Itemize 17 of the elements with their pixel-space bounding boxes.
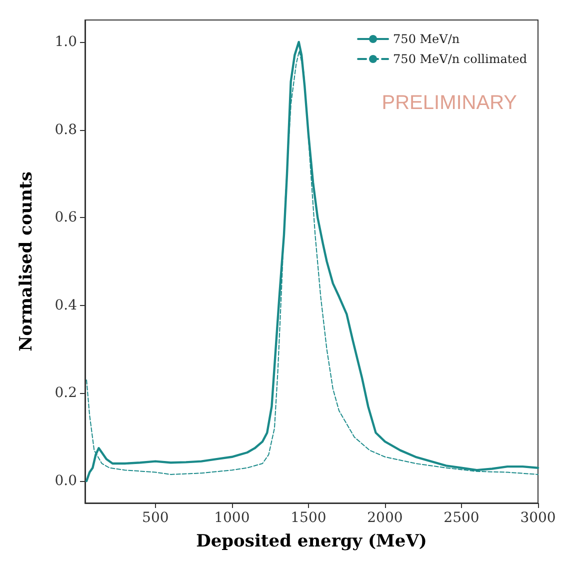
y-tick-label: 0.4 (54, 297, 78, 314)
legend-label: 750 MeV/n (393, 32, 460, 46)
x-tick-label: 2500 (444, 510, 480, 526)
legend-label: 750 MeV/n collimated (393, 52, 528, 66)
y-tick-label: 0.2 (54, 385, 77, 402)
y-tick-label: 0.6 (54, 210, 78, 226)
y-tick-label: 0.0 (54, 473, 77, 490)
x-tick-label: 1000 (214, 510, 250, 526)
y-axis-title: Normalised counts (16, 172, 36, 352)
x-axis-title: Deposited energy (MeV) (196, 532, 427, 552)
x-tick-label: 500 (142, 510, 169, 526)
y-tick-label: 1.0 (54, 34, 77, 50)
x-tick-label: 3000 (520, 510, 556, 526)
y-tick-label: 0.8 (54, 122, 77, 138)
annotation: PRELIMINARY (382, 92, 518, 114)
x-tick-label: 1500 (290, 510, 326, 526)
x-tick-label: 2000 (367, 510, 403, 526)
